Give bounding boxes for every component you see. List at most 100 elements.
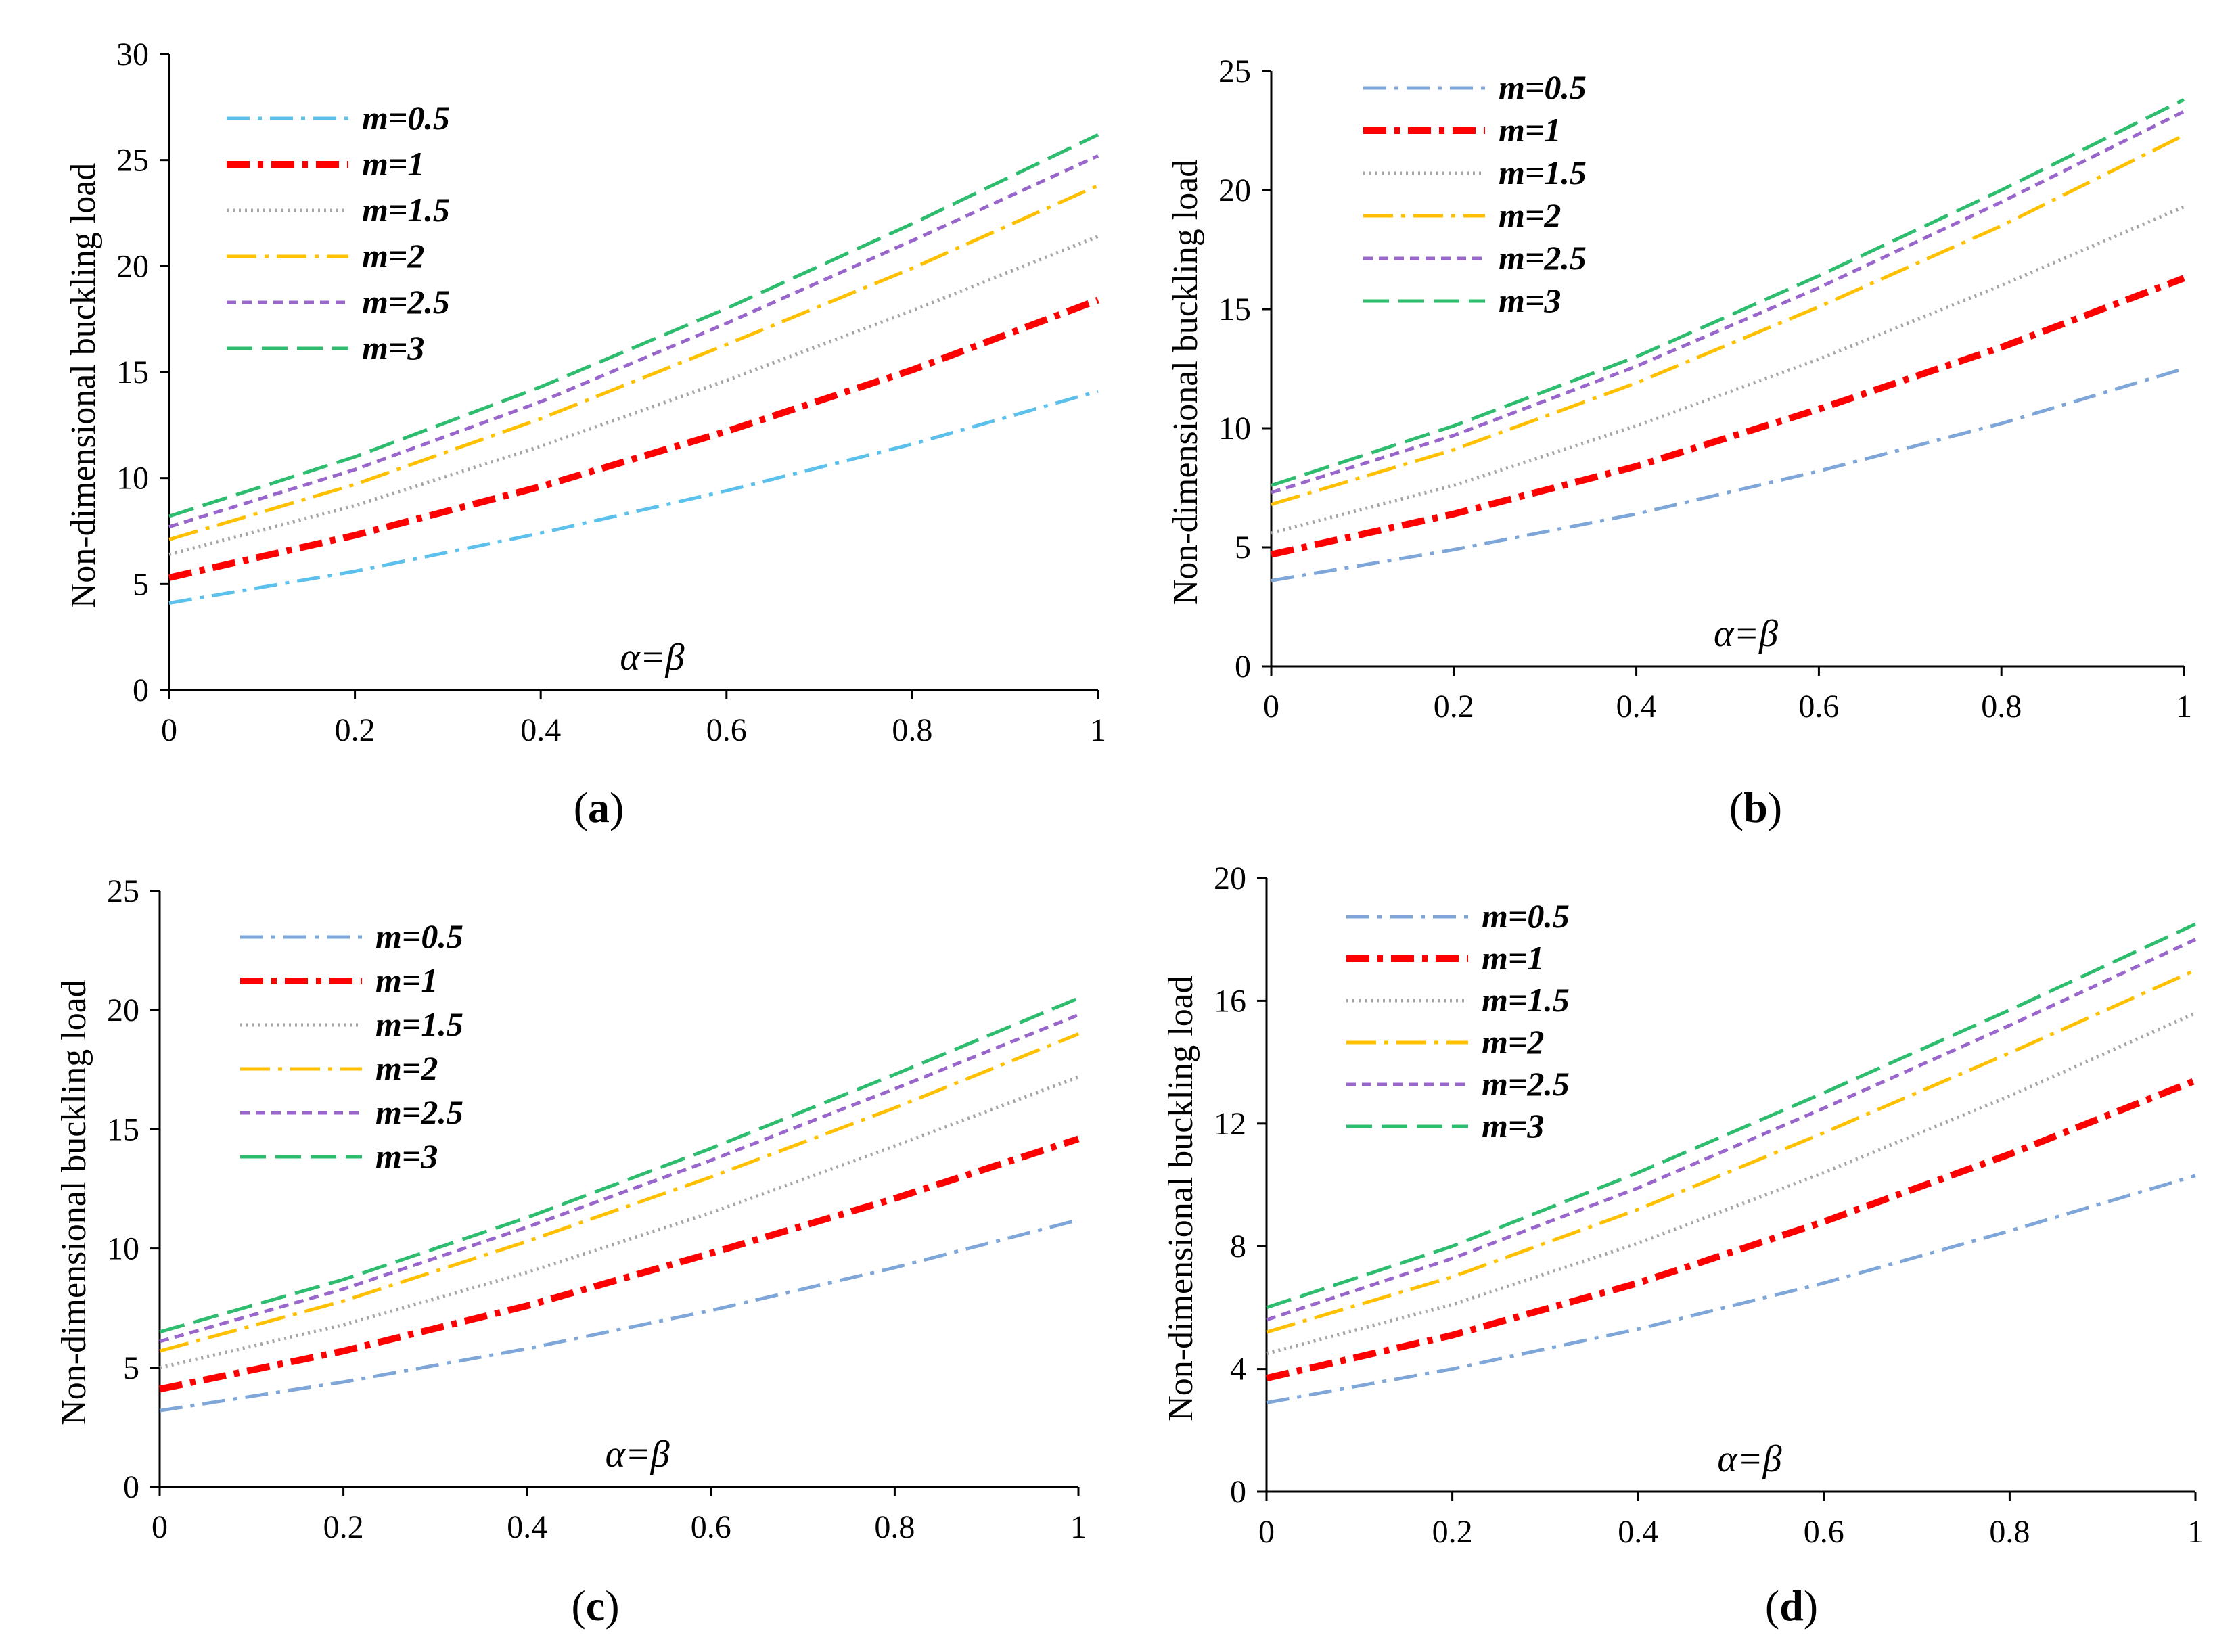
series-line-m-1 bbox=[168, 296, 1099, 581]
x-tick-label: 0 bbox=[1258, 1514, 1275, 1550]
x-axis-label: α=β bbox=[620, 637, 684, 679]
series-line-m-1.5 bbox=[1266, 1011, 2197, 1356]
x-tick-label: 1 bbox=[2176, 689, 2192, 725]
x-tick-label: 0.6 bbox=[1804, 1514, 1844, 1550]
legend-entry: m=3 bbox=[362, 329, 424, 367]
y-tick-label: 0 bbox=[133, 672, 149, 708]
panel-caption: (a) bbox=[574, 783, 624, 831]
y-tick-label: 5 bbox=[123, 1350, 139, 1386]
x-tick-label: 0.4 bbox=[1618, 1514, 1658, 1550]
x-tick-label: 0.8 bbox=[1981, 689, 2022, 725]
legend-entry: m=0.5 bbox=[1499, 68, 1587, 106]
x-axis-label: α=β bbox=[1714, 613, 1778, 655]
series-line-m-0.5 bbox=[159, 1218, 1079, 1413]
legend-entry: m=1 bbox=[1499, 111, 1561, 149]
series-line-m-3 bbox=[168, 133, 1099, 518]
x-tick-label: 0.2 bbox=[323, 1509, 364, 1545]
legend-entry: m=2 bbox=[1499, 196, 1561, 234]
y-tick-label: 5 bbox=[1235, 530, 1251, 566]
chart-panel-a: 0 5 10 15 20 25 30 0 0.2 0.4 0.6 0.8 1 Non-dimensiona… bbox=[64, 37, 1106, 831]
series-line-m-1 bbox=[1270, 275, 2185, 558]
legend-entry: m=1 bbox=[375, 961, 438, 999]
y-tick-label: 8 bbox=[1230, 1229, 1246, 1264]
series-line-m-0.5 bbox=[1271, 367, 2185, 582]
series-line-m-1.5 bbox=[168, 235, 1099, 556]
x-axis-label: α=β bbox=[1717, 1438, 1781, 1480]
x-tick-label: 0.4 bbox=[520, 712, 561, 748]
y-tick-label: 12 bbox=[1214, 1106, 1246, 1142]
series-line-m-2 bbox=[168, 184, 1099, 541]
x-tick-label: 0 bbox=[152, 1509, 168, 1545]
y-tick-label: 15 bbox=[116, 354, 149, 390]
x-tick-label: 0.2 bbox=[1434, 689, 1474, 725]
series-line-m-2.5 bbox=[1271, 110, 2185, 495]
series-line-m-1 bbox=[1265, 1077, 2197, 1382]
series-line-m-3 bbox=[1266, 922, 2197, 1310]
legend-entry: m=2.5 bbox=[1499, 239, 1587, 277]
y-tick-label: 10 bbox=[107, 1231, 139, 1267]
x-tick-label: 1 bbox=[1070, 1509, 1087, 1545]
series-line-m-2 bbox=[159, 1032, 1079, 1353]
y-axis-label: Non-dimensional buckling load bbox=[1162, 976, 1200, 1421]
y-axis-label: Non-dimensional buckling load bbox=[55, 980, 93, 1425]
x-tick-label: 0.6 bbox=[706, 712, 747, 748]
legend-entry: m=2 bbox=[362, 237, 424, 275]
y-tick-label: 20 bbox=[107, 992, 139, 1028]
y-tick-label: 5 bbox=[133, 566, 149, 602]
y-tick-label: 25 bbox=[1218, 53, 1251, 89]
series-line-m-3 bbox=[1271, 97, 2185, 487]
series-line-m-2 bbox=[1266, 968, 2197, 1334]
y-tick-label: 20 bbox=[1214, 861, 1246, 896]
y-tick-label: 10 bbox=[116, 461, 149, 497]
panel-caption: (b) bbox=[1729, 783, 1782, 831]
legend-entry: m=1.5 bbox=[1482, 981, 1570, 1019]
legend-entry: m=1.5 bbox=[362, 191, 450, 229]
series-line-m-2.5 bbox=[1266, 938, 2197, 1322]
legend-entry: m=2.5 bbox=[375, 1093, 463, 1131]
series-line-m-1 bbox=[158, 1135, 1080, 1393]
x-tick-label: 1 bbox=[2187, 1514, 2204, 1550]
legend-entry: m=2.5 bbox=[1482, 1065, 1570, 1103]
legend-entry: m=2.5 bbox=[362, 283, 450, 321]
x-tick-label: 1 bbox=[1090, 712, 1106, 748]
chart-panel-d: 0 4 8 12 16 20 0 0.2 0.4 0.6 0.8 1 Non-dimensional b… bbox=[1162, 861, 2204, 1630]
legend-entry: m=1.5 bbox=[375, 1005, 463, 1043]
y-tick-label: 15 bbox=[107, 1111, 139, 1147]
x-tick-label: 0 bbox=[1263, 689, 1279, 725]
series-line-m-2.5 bbox=[168, 154, 1099, 529]
y-tick-label: 0 bbox=[1230, 1474, 1246, 1510]
chart-panel-c: 0 5 10 15 20 25 0 0.2 0.4 0.6 0.8 1 Non-dimensional … bbox=[55, 873, 1087, 1630]
legend-entry: m=2 bbox=[1482, 1023, 1544, 1061]
legend-entry: m=3 bbox=[1482, 1107, 1544, 1145]
panel-caption: (c) bbox=[571, 1582, 619, 1630]
series-line-m-0.5 bbox=[168, 389, 1099, 605]
x-tick-label: 0.8 bbox=[1989, 1514, 2030, 1550]
y-tick-label: 20 bbox=[116, 248, 149, 284]
panel-caption: (d) bbox=[1765, 1582, 1818, 1630]
x-tick-label: 0.4 bbox=[1616, 689, 1657, 725]
x-axis-label: α=β bbox=[606, 1433, 670, 1475]
legend-entry: m=1 bbox=[362, 145, 424, 183]
y-tick-label: 0 bbox=[123, 1469, 139, 1505]
x-tick-label: 0.8 bbox=[874, 1509, 915, 1545]
legend-entry: m=2 bbox=[375, 1049, 438, 1087]
x-tick-label: 0.6 bbox=[1798, 689, 1839, 725]
legend-entry: m=3 bbox=[1499, 281, 1561, 319]
series-line-m-3 bbox=[159, 996, 1079, 1334]
x-tick-label: 0.4 bbox=[507, 1509, 547, 1545]
legend-entry: m=0.5 bbox=[375, 917, 463, 955]
y-tick-label: 15 bbox=[1218, 292, 1251, 327]
legend-entry: m=3 bbox=[375, 1137, 438, 1175]
series-line-m-2 bbox=[1271, 133, 2185, 506]
series-line-m-1.5 bbox=[1271, 205, 2185, 535]
series-line-m-0.5 bbox=[1266, 1174, 2196, 1404]
y-tick-label: 30 bbox=[116, 37, 149, 72]
y-tick-label: 16 bbox=[1214, 983, 1246, 1019]
y-tick-label: 25 bbox=[107, 873, 139, 909]
y-tick-label: 25 bbox=[116, 143, 149, 179]
y-tick-label: 10 bbox=[1218, 411, 1251, 446]
x-tick-label: 0 bbox=[161, 712, 177, 748]
x-tick-label: 0.2 bbox=[1432, 1514, 1473, 1550]
